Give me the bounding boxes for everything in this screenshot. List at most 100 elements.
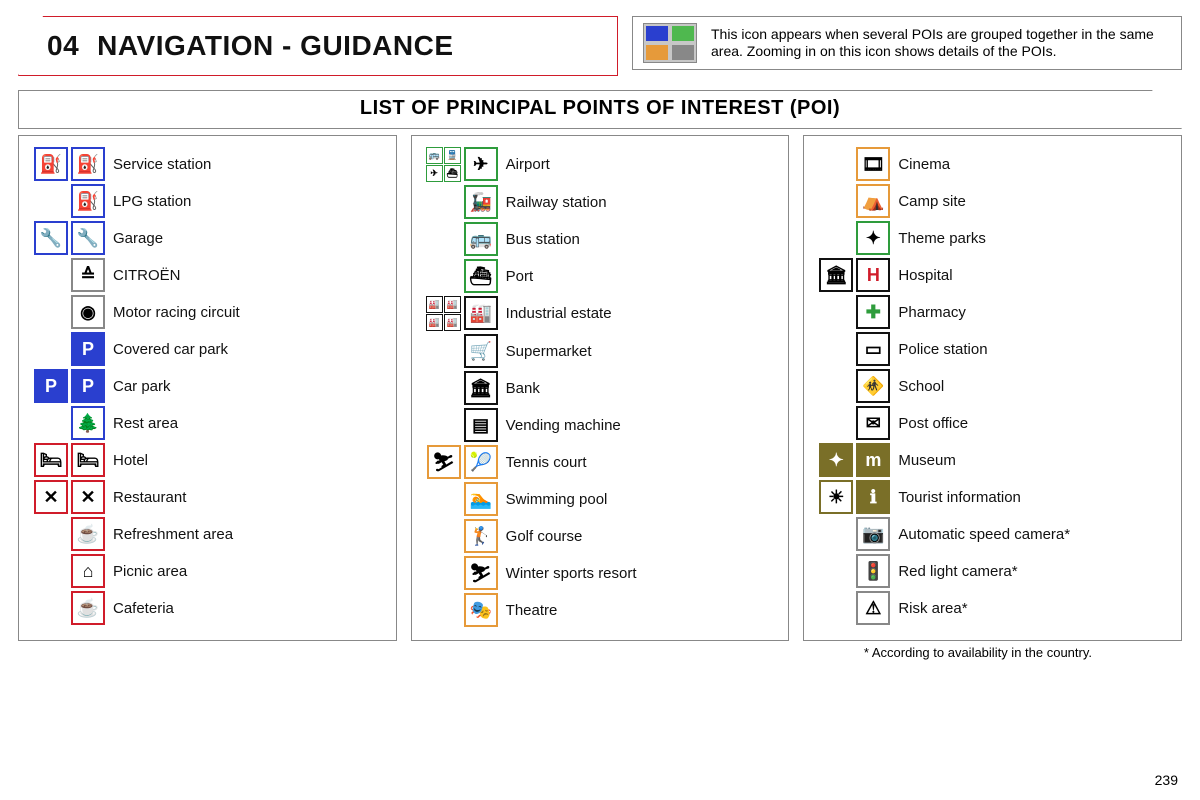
poi-icon-group: 🏊 bbox=[422, 482, 498, 516]
poi-row: ⚠Risk area* bbox=[814, 591, 1171, 625]
poi-icon: 🏭 bbox=[426, 314, 443, 331]
header-row: 04 NAVIGATION - GUIDANCE This icon appea… bbox=[18, 16, 1182, 76]
grouped-poi-note-text: This icon appears when several POIs are … bbox=[711, 26, 1171, 61]
poi-row: ≙CITROËN bbox=[29, 258, 386, 292]
poi-icon: ✕ bbox=[71, 480, 105, 514]
poi-row: ⛴ Port bbox=[422, 259, 779, 293]
poi-label: Garage bbox=[113, 230, 163, 247]
poi-label: Bank bbox=[506, 380, 540, 397]
poi-label: LPG station bbox=[113, 193, 191, 210]
poi-icon-group: 📷 bbox=[814, 517, 890, 551]
poi-row: 🚌🚆✈⛴✈Airport bbox=[422, 147, 779, 182]
poi-icon-group: 🏛 bbox=[422, 371, 498, 405]
poi-icon: 🎞 bbox=[856, 147, 890, 181]
poi-icon-group: ▭ bbox=[814, 332, 890, 366]
poi-icon: ✕ bbox=[34, 480, 68, 514]
poi-icon: ⌂ bbox=[71, 554, 105, 588]
poi-icon-group: 🌲 bbox=[29, 406, 105, 440]
poi-icon: 🚂 bbox=[464, 185, 498, 219]
poi-icon: ✚ bbox=[856, 295, 890, 329]
poi-icon-group: ✉ bbox=[814, 406, 890, 440]
poi-icon: P bbox=[34, 369, 68, 403]
poi-label: Winter sports resort bbox=[506, 565, 637, 582]
poi-icon: 🚆 bbox=[444, 147, 461, 164]
poi-row: 🎭Theatre bbox=[422, 593, 779, 627]
poi-icon: P bbox=[71, 369, 105, 403]
poi-icon: ≙ bbox=[71, 258, 105, 292]
poi-icon: 🏭 bbox=[464, 296, 498, 330]
poi-icon: 🏛 bbox=[464, 371, 498, 405]
poi-icon-group: 🏛H bbox=[814, 258, 890, 292]
poi-icon: 🏭 bbox=[426, 296, 443, 313]
footnote: * According to availability in the count… bbox=[18, 645, 1182, 660]
poi-icon: 🛏 bbox=[71, 443, 105, 477]
poi-columns: ⛽⛽ Service station ⛽ LPG station 🔧🔧 Garage ≙CI… bbox=[18, 135, 1182, 641]
poi-row: PCovered car park bbox=[29, 332, 386, 366]
poi-icon: ⛽ bbox=[71, 184, 105, 218]
poi-icon-group: ⛴ bbox=[422, 259, 498, 293]
poi-row: ✦Theme parks bbox=[814, 221, 1171, 255]
poi-icon-group: ⛷🎾 bbox=[422, 445, 498, 479]
poi-icon-group: ☀ℹ bbox=[814, 480, 890, 514]
poi-icon-group: ⛽⛽ bbox=[29, 147, 105, 181]
poi-row: ☕Cafeteria bbox=[29, 591, 386, 625]
poi-row: 🏭🏭🏭🏭🏭Industrial estate bbox=[422, 296, 779, 331]
poi-label: Camp site bbox=[898, 193, 966, 210]
poi-icon-group: ⛺ bbox=[814, 184, 890, 218]
poi-row: 🛏🛏Hotel bbox=[29, 443, 386, 477]
poi-row: ✕✕Restaurant bbox=[29, 480, 386, 514]
poi-icon: ✈ bbox=[426, 165, 443, 182]
poi-label: Covered car park bbox=[113, 341, 228, 358]
poi-icon: 🛏 bbox=[34, 443, 68, 477]
poi-label: Port bbox=[506, 268, 534, 285]
poi-icon: ⛴ bbox=[464, 259, 498, 293]
poi-icon-group: ⚠ bbox=[814, 591, 890, 625]
poi-icon: 🔧 bbox=[34, 221, 68, 255]
poi-row: PPCar park bbox=[29, 369, 386, 403]
poi-label: Golf course bbox=[506, 528, 583, 545]
poi-icon-group: 🚸 bbox=[814, 369, 890, 403]
poi-label: Refreshment area bbox=[113, 526, 233, 543]
poi-icon: 🏭 bbox=[444, 296, 461, 313]
poi-row: ☀ℹTourist information bbox=[814, 480, 1171, 514]
poi-icon: 🌲 bbox=[71, 406, 105, 440]
poi-icon-group: 🎞 bbox=[814, 147, 890, 181]
poi-label: Swimming pool bbox=[506, 491, 608, 508]
poi-label: School bbox=[898, 378, 944, 395]
poi-icon-group: 🚌 bbox=[422, 222, 498, 256]
section-title-text: NAVIGATION - GUIDANCE bbox=[97, 30, 453, 62]
poi-icon: ✦ bbox=[819, 443, 853, 477]
grouped-poi-icon bbox=[643, 23, 697, 63]
poi-label: Picnic area bbox=[113, 563, 187, 580]
poi-icon-group: ⛽ bbox=[29, 184, 105, 218]
poi-row: 🚌 Bus station bbox=[422, 222, 779, 256]
poi-icon-group: ▤ bbox=[422, 408, 498, 442]
poi-icon-group: PP bbox=[29, 369, 105, 403]
poi-row: ☕ Refreshment area bbox=[29, 517, 386, 551]
poi-label: Pharmacy bbox=[898, 304, 966, 321]
poi-row: ⛺ Camp site bbox=[814, 184, 1171, 218]
poi-label: Service station bbox=[113, 156, 211, 173]
poi-mini-grid: 🚌🚆✈⛴ bbox=[426, 147, 461, 182]
poi-icon-group: ✕✕ bbox=[29, 480, 105, 514]
poi-label: Cinema bbox=[898, 156, 950, 173]
poi-label: Bus station bbox=[506, 231, 580, 248]
poi-icon: ℹ bbox=[856, 480, 890, 514]
poi-icon-group: ◉ bbox=[29, 295, 105, 329]
poi-row: 🔧🔧 Garage bbox=[29, 221, 386, 255]
poi-row: 🌲Rest area bbox=[29, 406, 386, 440]
poi-label: Police station bbox=[898, 341, 987, 358]
poi-icon: 🎭 bbox=[464, 593, 498, 627]
poi-row: ⛷ Winter sports resort bbox=[422, 556, 779, 590]
poi-icon: ⛷ bbox=[464, 556, 498, 590]
poi-label: Theme parks bbox=[898, 230, 986, 247]
poi-icon: ✉ bbox=[856, 406, 890, 440]
poi-label: Automatic speed camera* bbox=[898, 526, 1070, 543]
poi-label: Industrial estate bbox=[506, 305, 612, 322]
poi-icon: 🚸 bbox=[856, 369, 890, 403]
poi-icon: ⛴ bbox=[444, 165, 461, 182]
poi-icon: 🔧 bbox=[71, 221, 105, 255]
poi-row: ✉Post office bbox=[814, 406, 1171, 440]
poi-icon-group: ☕ bbox=[29, 517, 105, 551]
poi-icon: H bbox=[856, 258, 890, 292]
